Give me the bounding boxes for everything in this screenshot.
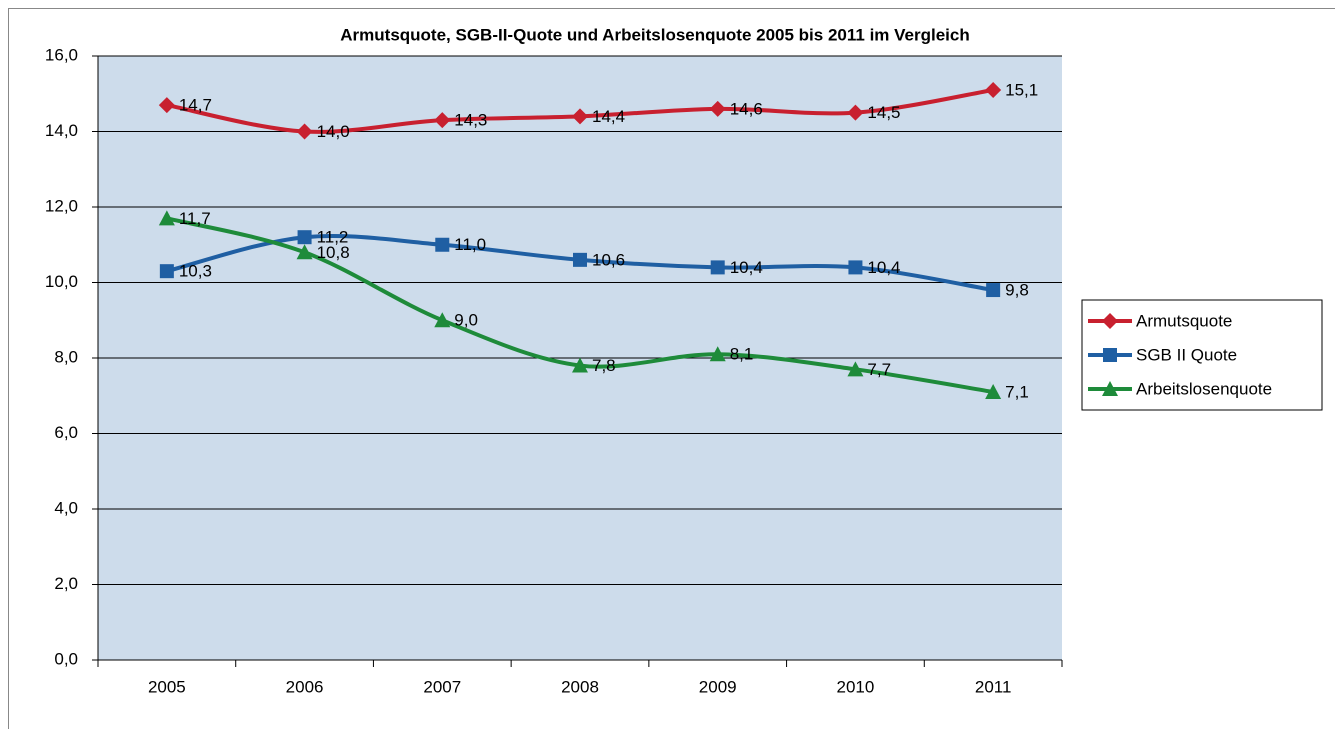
data-label: 14,3 — [454, 111, 487, 130]
y-tick-label: 0,0 — [54, 649, 78, 668]
y-tick-label: 12,0 — [45, 196, 78, 215]
y-tick-label: 6,0 — [54, 423, 78, 442]
y-tick-label: 8,0 — [54, 347, 78, 366]
data-point — [572, 357, 588, 373]
data-point — [847, 361, 864, 377]
data-point — [296, 244, 313, 260]
chart-title: Armutsquote, SGB-II-Quote und Arbeitslos… — [340, 25, 969, 44]
data-point — [296, 123, 313, 140]
legend-marker — [1102, 313, 1118, 329]
data-label: 10,3 — [179, 262, 212, 281]
x-tick-label: 2006 — [286, 677, 324, 696]
data-label: 11,2 — [317, 228, 349, 247]
data-label: 8,1 — [730, 345, 754, 364]
data-label: 14,4 — [592, 107, 625, 126]
y-tick-label: 2,0 — [54, 574, 78, 593]
legend-label: Arbeitslosenquote — [1136, 379, 1272, 398]
y-tick-label: 10,0 — [45, 272, 78, 291]
x-tick-label: 2010 — [837, 677, 875, 696]
data-point — [159, 264, 174, 279]
x-tick-label: 2009 — [699, 677, 737, 696]
data-point — [573, 252, 587, 267]
legend-marker — [1102, 381, 1118, 396]
data-point — [709, 346, 726, 362]
data-label: 10,8 — [317, 243, 350, 262]
data-label: 7,7 — [867, 360, 891, 379]
y-tick-label: 14,0 — [45, 121, 78, 140]
x-tick-label: 2005 — [148, 677, 186, 696]
data-label: 11,0 — [454, 235, 486, 254]
data-point — [434, 312, 451, 328]
data-label: 10,4 — [867, 258, 900, 277]
legend-label: SGB II Quote — [1136, 345, 1237, 364]
data-label: 10,6 — [592, 250, 625, 269]
data-label: 14,6 — [730, 99, 763, 118]
data-point — [158, 97, 175, 114]
data-point — [158, 210, 175, 226]
data-point — [434, 112, 451, 129]
y-tick-label: 16,0 — [45, 45, 78, 64]
x-tick-label: 2008 — [561, 677, 599, 696]
data-label: 9,8 — [1005, 281, 1029, 300]
data-point — [847, 104, 864, 121]
data-label: 14,7 — [179, 96, 212, 115]
data-point — [986, 283, 1001, 298]
data-label: 10,4 — [730, 258, 763, 277]
data-point — [985, 383, 1002, 399]
data-label: 9,0 — [454, 311, 478, 330]
legend-label: Armutsquote — [1136, 311, 1232, 330]
data-label: 14,5 — [867, 103, 900, 122]
data-point — [572, 108, 588, 125]
data-label: 11,7 — [179, 209, 211, 228]
data-label: 14,0 — [317, 122, 350, 141]
x-tick-label: 2011 — [975, 677, 1012, 696]
data-point — [435, 237, 450, 252]
y-tick-label: 4,0 — [54, 498, 78, 517]
data-label: 7,8 — [592, 356, 616, 375]
data-label: 7,1 — [1005, 382, 1029, 401]
x-tick-label: 2007 — [423, 677, 461, 696]
data-point — [985, 81, 1002, 98]
data-label: 15,1 — [1005, 80, 1038, 99]
data-point — [710, 260, 725, 275]
data-point — [848, 260, 863, 275]
data-point — [297, 230, 312, 245]
legend-marker — [1103, 348, 1117, 362]
data-point — [709, 100, 726, 117]
